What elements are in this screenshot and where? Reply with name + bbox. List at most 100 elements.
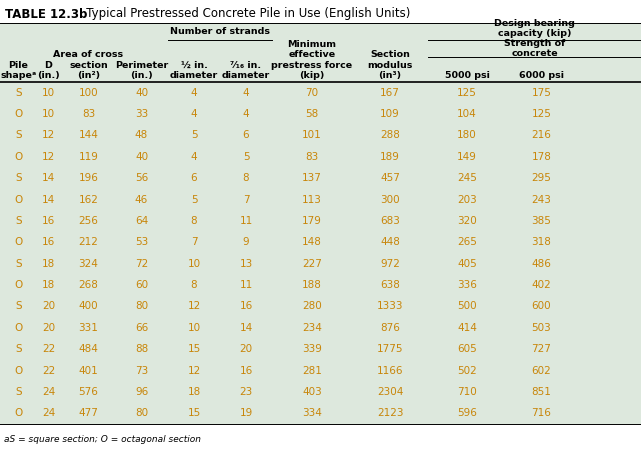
Text: 80: 80 bbox=[135, 408, 148, 418]
Text: ⁷⁄₁₆ in.
diameter: ⁷⁄₁₆ in. diameter bbox=[222, 61, 270, 80]
Text: 334: 334 bbox=[302, 408, 322, 418]
Text: 23: 23 bbox=[239, 387, 253, 397]
Text: 281: 281 bbox=[302, 366, 322, 376]
Text: 16: 16 bbox=[42, 237, 55, 247]
Text: 4: 4 bbox=[190, 152, 197, 162]
Text: 727: 727 bbox=[531, 344, 551, 354]
Text: 18: 18 bbox=[187, 387, 201, 397]
Bar bbox=[0, 23, 641, 424]
Text: 144: 144 bbox=[79, 131, 99, 141]
Text: 2304: 2304 bbox=[377, 387, 403, 397]
Text: 80: 80 bbox=[135, 301, 148, 312]
Text: 188: 188 bbox=[302, 280, 322, 290]
Text: S: S bbox=[15, 344, 22, 354]
Text: 20: 20 bbox=[42, 301, 55, 312]
Text: 119: 119 bbox=[79, 152, 99, 162]
Text: Design bearing
capacity (kip): Design bearing capacity (kip) bbox=[494, 19, 575, 38]
Text: 18: 18 bbox=[42, 280, 55, 290]
Text: 339: 339 bbox=[302, 344, 322, 354]
Text: 324: 324 bbox=[79, 258, 99, 269]
Text: 15: 15 bbox=[187, 408, 201, 418]
Text: 972: 972 bbox=[380, 258, 400, 269]
Text: 280: 280 bbox=[302, 301, 322, 312]
Text: 318: 318 bbox=[531, 237, 551, 247]
Text: S: S bbox=[15, 173, 22, 183]
Text: S: S bbox=[15, 88, 22, 98]
Text: Section
modulus
(in³): Section modulus (in³) bbox=[367, 50, 413, 80]
Text: 162: 162 bbox=[79, 195, 99, 204]
Text: D
(in.): D (in.) bbox=[37, 61, 60, 80]
Text: 876: 876 bbox=[380, 323, 400, 333]
Text: S: S bbox=[15, 216, 22, 226]
Text: Number of strands: Number of strands bbox=[170, 27, 270, 36]
Text: 402: 402 bbox=[531, 280, 551, 290]
Text: 6: 6 bbox=[190, 173, 197, 183]
Text: 600: 600 bbox=[531, 301, 551, 312]
Text: 477: 477 bbox=[79, 408, 99, 418]
Text: 401: 401 bbox=[79, 366, 98, 376]
Text: 7: 7 bbox=[190, 237, 197, 247]
Text: Area of cross
section
(in²): Area of cross section (in²) bbox=[53, 50, 124, 80]
Text: 484: 484 bbox=[79, 344, 99, 354]
Text: 101: 101 bbox=[302, 131, 322, 141]
Text: aS = square section; O = octagonal section: aS = square section; O = octagonal secti… bbox=[4, 436, 201, 445]
Text: S: S bbox=[15, 131, 22, 141]
Text: 300: 300 bbox=[380, 195, 400, 204]
Text: 400: 400 bbox=[79, 301, 98, 312]
Text: 46: 46 bbox=[135, 195, 148, 204]
Text: 70: 70 bbox=[306, 88, 319, 98]
Text: 243: 243 bbox=[531, 195, 551, 204]
Text: 14: 14 bbox=[42, 173, 55, 183]
Text: 457: 457 bbox=[380, 173, 400, 183]
Text: 4: 4 bbox=[243, 109, 249, 119]
Text: 19: 19 bbox=[239, 408, 253, 418]
Text: S: S bbox=[15, 258, 22, 269]
Text: 14: 14 bbox=[239, 323, 253, 333]
Text: 20: 20 bbox=[240, 344, 253, 354]
Text: S: S bbox=[15, 301, 22, 312]
Text: TABLE 12.3b: TABLE 12.3b bbox=[5, 8, 87, 21]
Text: 268: 268 bbox=[79, 280, 99, 290]
Text: O: O bbox=[14, 408, 22, 418]
Text: 109: 109 bbox=[380, 109, 400, 119]
Text: 638: 638 bbox=[380, 280, 400, 290]
Text: 602: 602 bbox=[531, 366, 551, 376]
Text: 216: 216 bbox=[531, 131, 551, 141]
Text: 73: 73 bbox=[135, 366, 148, 376]
Text: 503: 503 bbox=[531, 323, 551, 333]
Text: 149: 149 bbox=[457, 152, 477, 162]
Text: 7: 7 bbox=[243, 195, 249, 204]
Text: 12: 12 bbox=[187, 301, 201, 312]
Text: 295: 295 bbox=[531, 173, 551, 183]
Text: 179: 179 bbox=[302, 216, 322, 226]
Text: 1333: 1333 bbox=[377, 301, 403, 312]
Text: O: O bbox=[14, 366, 22, 376]
Text: 265: 265 bbox=[457, 237, 477, 247]
Text: 175: 175 bbox=[531, 88, 551, 98]
Text: 851: 851 bbox=[531, 387, 551, 397]
Text: S: S bbox=[15, 387, 22, 397]
Text: 15: 15 bbox=[187, 344, 201, 354]
Text: 24: 24 bbox=[42, 387, 55, 397]
Text: 24: 24 bbox=[42, 408, 55, 418]
Text: 486: 486 bbox=[531, 258, 551, 269]
Text: 48: 48 bbox=[135, 131, 148, 141]
Text: 8: 8 bbox=[190, 280, 197, 290]
Text: 16: 16 bbox=[239, 301, 253, 312]
Text: 8: 8 bbox=[190, 216, 197, 226]
Text: 40: 40 bbox=[135, 152, 148, 162]
Text: 22: 22 bbox=[42, 366, 55, 376]
Text: 167: 167 bbox=[380, 88, 400, 98]
Text: 137: 137 bbox=[302, 173, 322, 183]
Text: 5000 psi: 5000 psi bbox=[445, 71, 490, 80]
Text: 448: 448 bbox=[380, 237, 400, 247]
Text: O: O bbox=[14, 152, 22, 162]
Text: 5: 5 bbox=[190, 131, 197, 141]
Text: 716: 716 bbox=[531, 408, 551, 418]
Text: 53: 53 bbox=[135, 237, 148, 247]
Text: 683: 683 bbox=[380, 216, 400, 226]
Text: 403: 403 bbox=[302, 387, 322, 397]
Text: 212: 212 bbox=[79, 237, 99, 247]
Text: 125: 125 bbox=[531, 109, 551, 119]
Text: 4: 4 bbox=[190, 109, 197, 119]
